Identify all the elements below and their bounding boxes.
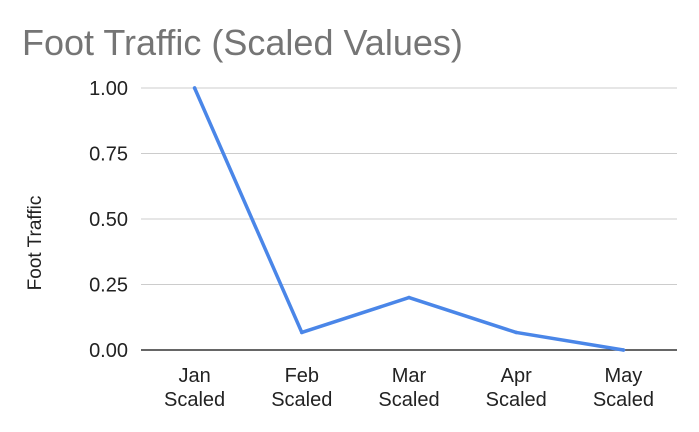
x-category-label: Mar Scaled	[378, 365, 439, 411]
x-category-label: Jan Scaled	[164, 365, 225, 411]
y-axis-ticks: 0.00 0.25 0.50 0.75 1.00	[89, 78, 128, 362]
y-tick-label: 0.50	[89, 209, 128, 231]
data-point	[407, 295, 411, 300]
x-category-label: May Scaled	[593, 365, 654, 411]
data-point	[514, 330, 518, 335]
y-axis-label: Foot Traffic	[25, 196, 46, 291]
x-category-label: Feb Scaled	[271, 365, 332, 411]
x-category-label: Apr Scaled	[486, 365, 547, 411]
data-point	[300, 330, 304, 335]
y-tick-label: 0.00	[89, 340, 128, 362]
gridlines	[141, 87, 677, 351]
y-tick-label: 1.00	[89, 78, 128, 100]
chart-title: Foot Traffic (Scaled Values)	[22, 22, 463, 63]
y-tick-label: 0.75	[89, 144, 128, 166]
series-layer	[192, 86, 626, 352]
y-tick-label: 0.25	[89, 275, 128, 297]
data-point	[621, 348, 626, 352]
data-point	[192, 86, 197, 90]
x-axis-categories: Jan Scaled Feb Scaled Mar Scaled Apr Scaled May S…	[164, 365, 654, 411]
